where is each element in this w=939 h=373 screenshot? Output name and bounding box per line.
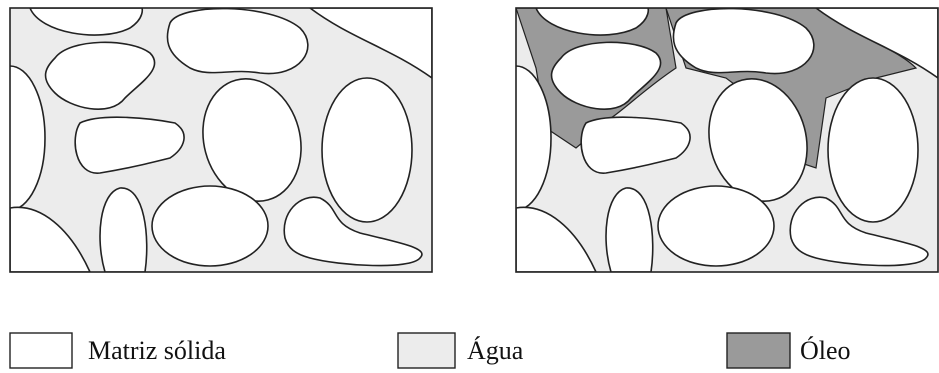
legend-label: Óleo: [800, 336, 851, 365]
legend-label: Água: [467, 336, 524, 365]
diagram: Matriz sólida Água Óleo: [0, 0, 939, 373]
water-panel: [0, 8, 432, 272]
legend-swatch: [398, 333, 455, 368]
legend: Matriz sólida Água Óleo: [10, 333, 851, 368]
legend-label: Matriz sólida: [88, 336, 226, 365]
page: {"legend": [{"label": "Matriz sólida"}, …: [0, 0, 939, 373]
oil-panel: [481, 8, 938, 272]
legend-swatch: [727, 333, 790, 368]
legend-swatch: [10, 333, 72, 368]
